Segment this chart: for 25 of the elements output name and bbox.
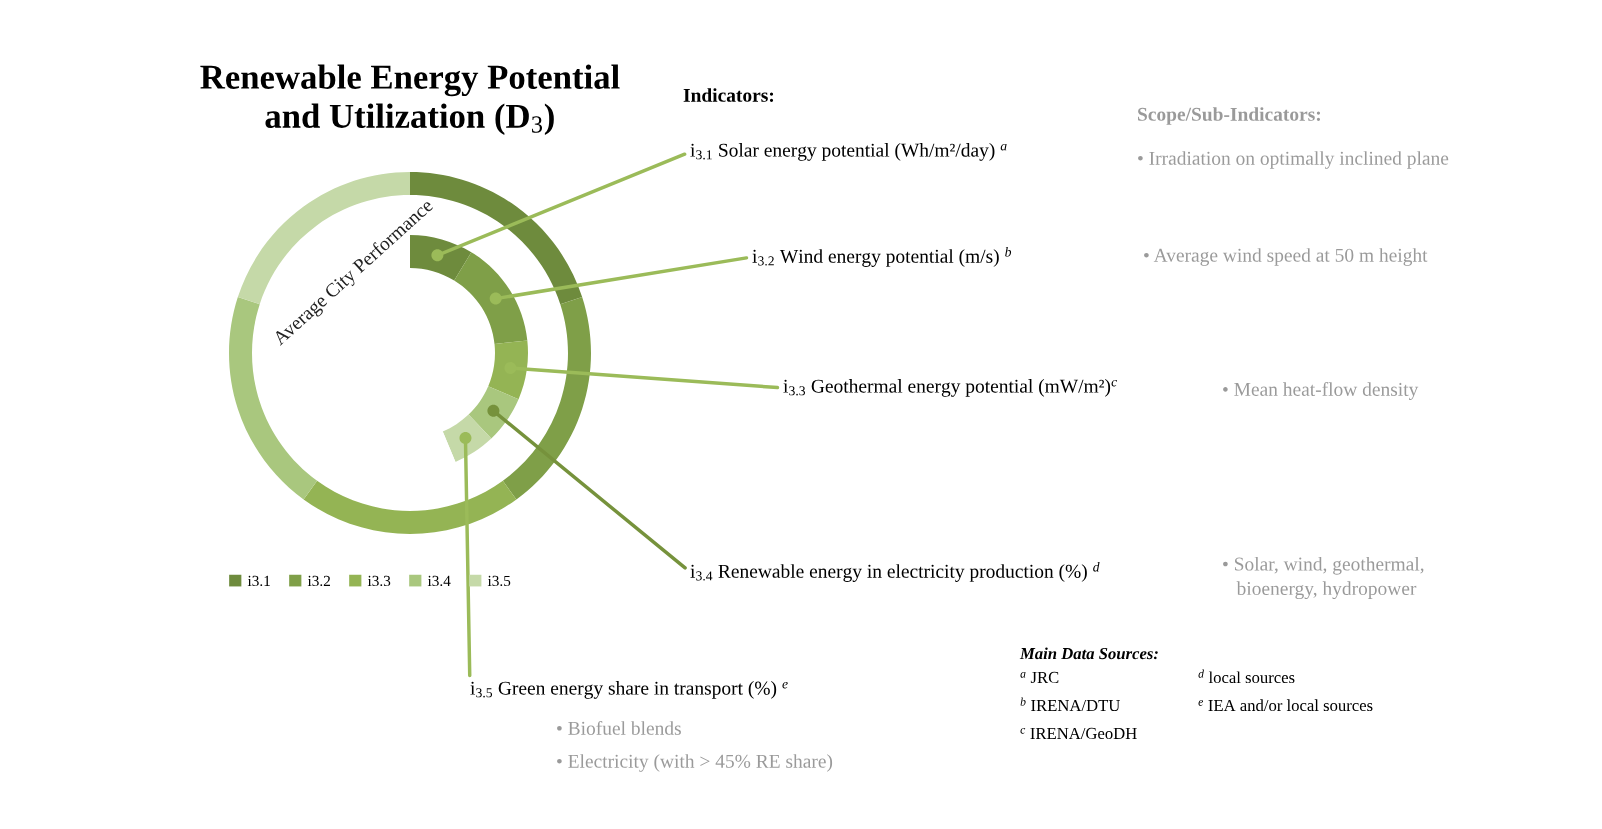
text: i$_{3.4}$ Renewable energy in electricity production (%) $^{d}$ bbox=[690, 561, 1100, 582]
text: • Electricity (with > 45% RE share) bbox=[557, 754, 833, 772]
text: $^{a}$ JRC bbox=[1020, 671, 1059, 684]
legend-label: i3.4 bbox=[427, 575, 451, 587]
text: i$_{3.2}$ Wind energy potential (m/s) $^{b}$ bbox=[752, 246, 1012, 267]
text: $^{d}$ local sources bbox=[1198, 669, 1295, 684]
text: Scope/Sub-Indicators: bbox=[1138, 107, 1321, 125]
legend-label: i3.3 bbox=[367, 575, 391, 587]
legend-label: i3.5 bbox=[487, 575, 511, 587]
text: Main Data Sources: bbox=[1019, 647, 1158, 660]
text: $^{c}$ IRENA/GeoDH bbox=[1020, 727, 1137, 740]
legend-label: i3.1 bbox=[247, 575, 270, 587]
text: i$_{3.1}$ Solar energy potential (Wh/m²/day) $^{a}$ bbox=[690, 143, 1007, 161]
text: $^{b}$ IRENA/DTU bbox=[1020, 697, 1120, 712]
text: • Mean heat-flow density bbox=[1223, 382, 1419, 400]
text: $^{e}$ IEA and/or local sources bbox=[1198, 699, 1373, 712]
text: • Irradiation on optimally inclined plane bbox=[1138, 151, 1449, 169]
text: • Solar, wind, geothermal, bioenergy, hydropower bbox=[1223, 556, 1424, 600]
text: • Biofuel blends bbox=[557, 720, 681, 735]
text: • Average wind speed at 50 m height bbox=[1144, 248, 1428, 266]
legend-label: i3.2 bbox=[307, 575, 330, 587]
chart-title: Renewable Energy Potential and Utilization (D$_{3}$) bbox=[200, 64, 620, 136]
text: i$_{3.5}$ Green energy share in transport (%) $^{e}$ bbox=[470, 681, 788, 699]
text: i$_{3.3}$ Geothermal energy potential (mW/m²)$^{c}$ bbox=[783, 379, 1118, 397]
text: Indicators: bbox=[683, 88, 774, 102]
